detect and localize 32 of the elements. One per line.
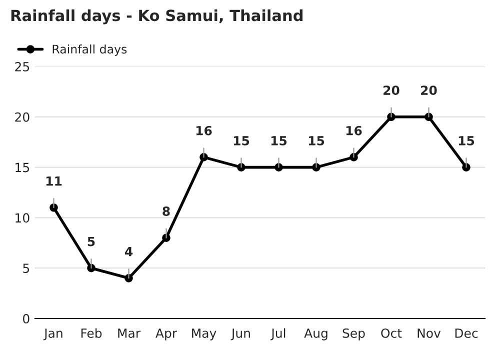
x-tick-label: Jun	[230, 328, 250, 340]
x-tick-label: Nov	[418, 328, 441, 338]
x-tick-label: Dec	[455, 328, 478, 338]
y-tick-label: 15	[16, 162, 30, 172]
legend-label: Rainfall days	[52, 44, 127, 56]
x-tick-label: Sep	[342, 328, 365, 340]
data-label: 8	[162, 206, 170, 216]
x-tick-label: Oct	[381, 328, 402, 338]
data-label: 15	[308, 136, 324, 146]
x-tick-label: Mar	[118, 328, 141, 338]
data-label: 4	[124, 247, 133, 256]
data-label: 20	[421, 86, 437, 96]
x-tick-label: May	[192, 328, 216, 340]
x-tick-label: Jul	[270, 328, 286, 340]
x-tick-label: Apr	[156, 328, 178, 340]
data-label: 15	[458, 136, 474, 146]
y-tick-label: 5	[23, 264, 30, 274]
data-label: 20	[384, 86, 400, 96]
data-label: 16	[346, 126, 362, 136]
data-label: 15	[234, 136, 250, 146]
chart-title: Rainfall days - Ko Samui, Thailand	[11, 9, 303, 24]
y-tick-label: 0	[23, 314, 30, 324]
data-label: 5	[88, 236, 95, 246]
data-label: 16	[196, 126, 212, 136]
data-label: 15	[271, 136, 287, 146]
x-tick-label: Aug	[304, 328, 328, 340]
x-tick-label: Jan	[43, 328, 62, 340]
data-label: 11	[46, 176, 62, 186]
y-tick-label: 20	[15, 112, 30, 122]
y-tick-label: 25	[15, 62, 30, 72]
x-tick-label: Feb	[81, 328, 102, 338]
y-tick-label: 10	[16, 213, 30, 223]
